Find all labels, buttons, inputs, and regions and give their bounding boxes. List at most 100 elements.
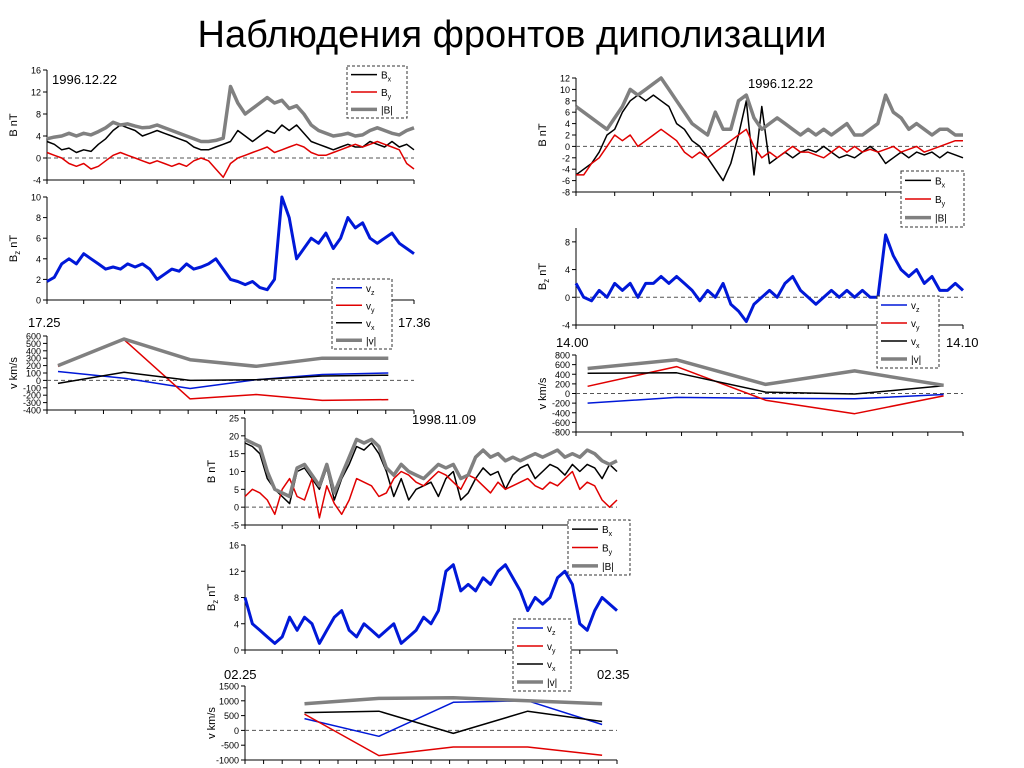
y-tick-label: 500	[224, 711, 239, 721]
panel-b: -4 0 4 8 12 16 B nT	[8, 66, 415, 186]
y-tick-label: 6	[565, 108, 570, 118]
series-line-vx	[57, 371, 389, 385]
series-line-Bz	[243, 563, 618, 645]
series-line-B	[46, 84, 415, 144]
y-tick-label: -400	[552, 408, 570, 418]
time-end-label: 14.10	[946, 335, 979, 350]
legend: Bx By |B|	[346, 65, 408, 119]
y-axis-label-text: B nT	[8, 113, 20, 137]
legend-label: Bx	[935, 176, 946, 189]
series-line-Bx	[244, 442, 618, 505]
legend-label: |B|	[602, 562, 614, 573]
legend-label: vx	[547, 660, 556, 673]
y-axis-label: Bz nT	[8, 235, 22, 263]
series-line-Bx	[46, 124, 415, 154]
y-tick-label: 200	[26, 361, 41, 371]
legend-label: vz	[911, 301, 920, 314]
y-tick-label: -600	[552, 418, 570, 428]
y-tick-label: 0	[36, 376, 41, 386]
y-axis-label: B nT	[537, 123, 549, 147]
y-tick-label: 2	[36, 275, 41, 285]
y-tick-label: 8	[36, 213, 41, 223]
y-tick-label: 8	[36, 110, 41, 120]
y-tick-label: -2	[562, 153, 570, 163]
y-axis-label-text: v km/s	[8, 357, 20, 389]
legend-label: vz	[547, 624, 556, 637]
y-tick-label: 10	[560, 85, 570, 95]
y-axis-label: v km/s	[537, 377, 549, 409]
y-tick-label: -4	[562, 165, 570, 175]
legend-label: Bx	[602, 525, 613, 538]
y-tick-label: 200	[555, 379, 570, 389]
y-axis-label-text: Bz nT	[8, 235, 22, 263]
y-tick-label: -300	[23, 398, 41, 408]
legend: Bx By |B|	[900, 170, 965, 228]
y-tick-label: 0	[36, 296, 41, 306]
date-label: 1996.12.22	[52, 72, 117, 87]
figure-1: -4 0 4 8 12 16 B nT Bx By |B| 0 2 4 6 8 10 Bz nT -400-300…	[8, 65, 431, 416]
y-tick-label: -1000	[216, 756, 239, 766]
y-axis-label: Bz nT	[537, 263, 551, 291]
y-tick-label: 12	[229, 567, 239, 577]
y-tick-label: 1500	[219, 682, 239, 692]
y-tick-label: 500	[26, 339, 41, 349]
y-tick-label: 400	[555, 370, 570, 380]
series-line-Bx	[575, 94, 964, 182]
y-axis-label: B nT	[8, 113, 20, 137]
y-tick-label: 4	[36, 132, 41, 142]
y-axis-label: B nT	[206, 460, 218, 484]
y-tick-label: 16	[229, 541, 239, 551]
y-tick-label: -800	[552, 428, 570, 438]
legend-label: Bx	[381, 71, 392, 84]
y-tick-label: 12	[560, 74, 570, 84]
series-line-vz	[57, 370, 389, 390]
y-tick-label: 0	[234, 726, 239, 736]
y-tick-label: 800	[555, 351, 570, 361]
series-line-Bz	[574, 233, 965, 323]
y-tick-label: 4	[565, 119, 570, 129]
y-tick-label: 400	[26, 346, 41, 356]
y-tick-label: 8	[234, 593, 239, 603]
y-tick-label: 5	[234, 485, 239, 495]
legend-box	[331, 278, 393, 350]
legend-label: vy	[911, 319, 920, 332]
series-line-vx	[587, 372, 944, 395]
legend-label: |B|	[381, 105, 393, 116]
y-tick-label: 25	[229, 414, 239, 424]
legend-label: vx	[911, 337, 920, 350]
time-start-label: 02.25	[224, 667, 257, 682]
y-tick-label: 1000	[219, 696, 239, 706]
legend-label: By	[381, 88, 392, 101]
series-line-v	[57, 337, 389, 369]
legend-box	[512, 618, 572, 692]
legend: vz vy vx |v|	[331, 278, 393, 350]
series-line-vz	[587, 393, 944, 404]
y-tick-label: 0	[565, 389, 570, 399]
slide-title: Наблюдения фронтов диполизации	[197, 14, 827, 56]
y-tick-label: 15	[229, 449, 239, 459]
y-tick-label: 2	[565, 131, 570, 141]
legend-label: |v|	[911, 355, 921, 366]
y-tick-label: 10	[31, 193, 41, 203]
legend-label: vz	[366, 284, 375, 297]
series-line-vy	[304, 713, 603, 757]
y-tick-label: -5	[231, 521, 239, 531]
legend-label: |v|	[547, 678, 557, 689]
y-tick-label: 4	[565, 265, 570, 275]
y-tick-label: 0	[234, 646, 239, 656]
y-tick-label: -500	[221, 741, 239, 751]
y-tick-label: 8	[565, 237, 570, 247]
y-tick-label: -6	[562, 176, 570, 186]
series-line-By	[46, 140, 415, 179]
time-start-label: 14.00	[556, 335, 589, 350]
y-tick-label: 100	[26, 369, 41, 379]
y-tick-label: 600	[26, 332, 41, 342]
y-tick-label: -400	[23, 406, 41, 416]
y-tick-label: -200	[23, 391, 41, 401]
date-label: 1998.11.09	[412, 412, 476, 427]
y-tick-label: 4	[234, 619, 239, 629]
